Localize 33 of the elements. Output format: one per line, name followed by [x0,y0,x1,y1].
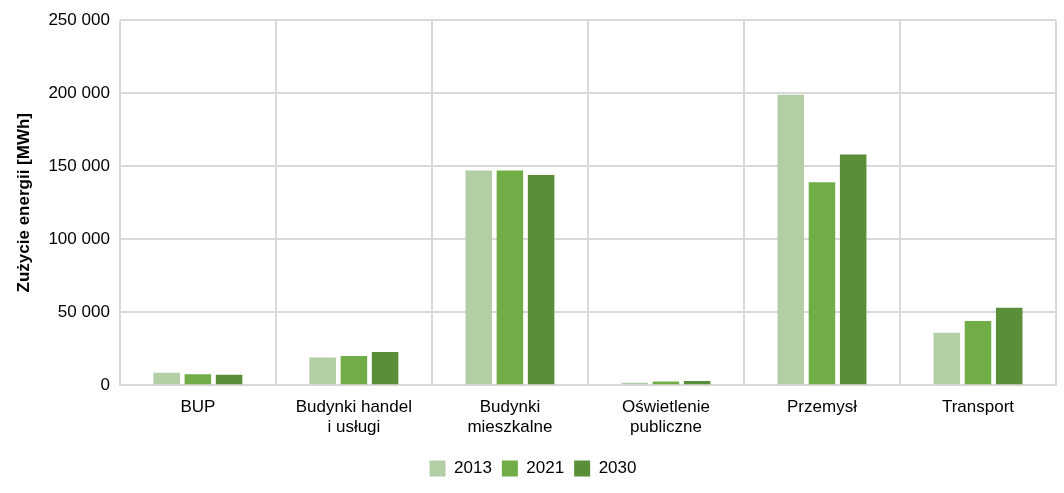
bar [340,356,368,385]
y-tick-label: 150 000 [48,155,110,175]
legend-label: 2013 [454,458,492,478]
y-tick-label: 0 [100,374,110,394]
bar [153,372,180,385]
legend-label: 2021 [526,458,565,478]
bar [371,351,399,385]
bar [465,170,492,385]
bar [527,174,555,385]
bar [652,381,680,385]
y-tick-label: 100 000 [48,228,110,248]
bar [683,380,711,385]
y-axis-title: Zużycie energii [MWh] [13,112,33,293]
bar [995,307,1023,385]
bar [964,320,992,385]
y-tick-label: 50 000 [57,301,110,321]
x-tick-label: Budynki mieszkalne [467,397,553,437]
x-tick-label: Budynki handel i usługi [295,397,413,437]
bar [309,357,336,385]
bar [839,154,867,385]
bar [777,94,805,385]
legend-label: 2030 [598,458,637,478]
bar [215,374,243,385]
x-tick-label: BUP [180,397,216,417]
y-tick-label: 250 000 [48,9,110,29]
y-tick-label: 200 000 [48,82,110,102]
bar [496,170,524,385]
bar [933,332,961,385]
bar [808,182,836,385]
bar [184,374,212,385]
x-tick-label: Transport [941,397,1015,417]
x-tick-label: Oświetlenie publiczne [622,397,710,437]
x-tick-label: Przemysł [787,397,858,417]
